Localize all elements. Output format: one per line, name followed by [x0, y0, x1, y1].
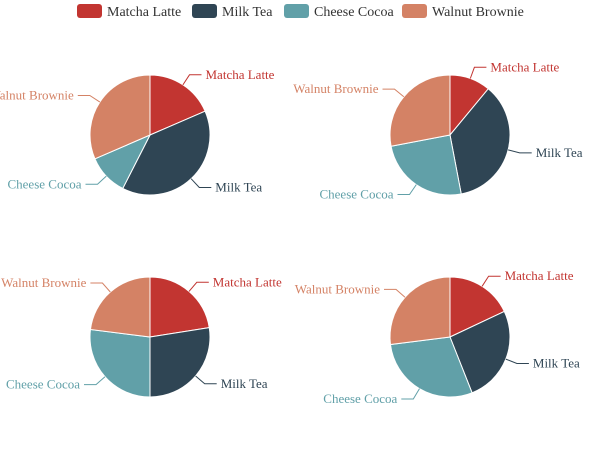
label-line-walnut-brownie [382, 88, 405, 98]
pie-chart-2: Matcha Latte Milk Tea Cheese Cocoa Walnut B… [293, 59, 583, 201]
label-line-cheese-cocoa [401, 388, 420, 400]
legend-item-cheese-cocoa[interactable]: Cheese Cocoa [284, 4, 394, 20]
pie-chart-3: Matcha Latte Milk Tea Cheese Cocoa Walnut B… [1, 274, 282, 398]
pie-slice-walnut-brownie[interactable] [89, 74, 151, 160]
label-line-walnut-brownie [77, 95, 101, 103]
label-line-cheese-cocoa [397, 184, 417, 195]
pie-slice-matcha-latte[interactable] [449, 276, 505, 338]
pie-slice-cheese-cocoa[interactable] [89, 328, 151, 398]
legend: Matcha Latte Milk Tea Cheese Cocoa Walnut B… [77, 4, 524, 20]
legend-swatch [402, 4, 427, 18]
slice-label-walnut-brownie: Walnut Brownie [293, 81, 378, 96]
slice-label-walnut-brownie: Walnut Brownie [295, 281, 380, 296]
legend-swatch [192, 4, 217, 18]
legend-item-matcha-latte[interactable]: Matcha Latte [77, 4, 181, 20]
label-line-milk-tea [195, 375, 217, 385]
pie-slice-milk-tea[interactable] [122, 110, 211, 196]
slice-label-milk-tea: Milk Tea [215, 180, 262, 195]
legend-item-milk-tea[interactable]: Milk Tea [192, 4, 273, 20]
label-line-cheese-cocoa [84, 376, 106, 386]
slice-label-matcha-latte: Matcha Latte [505, 268, 574, 283]
slice-label-cheese-cocoa: Cheese Cocoa [323, 391, 397, 406]
pie-slice-walnut-brownie[interactable] [389, 74, 451, 147]
pie-slice-matcha-latte[interactable] [149, 74, 206, 136]
legend-item-walnut-brownie[interactable]: Walnut Brownie [402, 4, 524, 20]
slice-label-walnut-brownie: Walnut Brownie [1, 275, 86, 290]
pies: Matcha Latte Milk Tea Cheese Cocoa Walnut B… [0, 59, 583, 406]
pie-slice-walnut-brownie[interactable] [389, 276, 451, 346]
legend-swatch [284, 4, 309, 18]
pie-slice-walnut-brownie[interactable] [89, 276, 151, 338]
label-line-matcha-latte [481, 275, 501, 287]
slice-label-matcha-latte: Matcha Latte [206, 67, 275, 82]
label-line-milk-tea [505, 358, 529, 364]
slice-label-matcha-latte: Matcha Latte [490, 59, 559, 74]
legend-label: Walnut Brownie [432, 5, 524, 20]
pie-slice-cheese-cocoa[interactable] [390, 134, 462, 196]
pie-slice-matcha-latte[interactable] [149, 276, 210, 338]
legend-label: Cheese Cocoa [314, 5, 394, 20]
pie-slice-milk-tea[interactable] [149, 327, 211, 398]
legend-label: Milk Tea [222, 5, 273, 20]
pie-chart-4: Matcha Latte Milk Tea Cheese Cocoa Walnut B… [295, 268, 580, 406]
label-line-matcha-latte [469, 66, 487, 79]
slice-label-milk-tea: Milk Tea [533, 356, 580, 371]
pie-slice-milk-tea[interactable] [449, 310, 511, 394]
label-line-cheese-cocoa [85, 175, 107, 185]
slice-label-walnut-brownie: Walnut Brownie [0, 88, 74, 103]
pie-chart-1: Matcha Latte Milk Tea Cheese Cocoa Walnut B… [0, 67, 275, 196]
label-line-matcha-latte [182, 74, 202, 86]
slice-label-cheese-cocoa: Cheese Cocoa [7, 176, 81, 191]
label-line-matcha-latte [188, 281, 209, 292]
legend-swatch [77, 4, 102, 18]
slice-label-cheese-cocoa: Cheese Cocoa [319, 187, 393, 202]
label-line-walnut-brownie [384, 288, 406, 298]
legend-label: Matcha Latte [107, 5, 181, 20]
slice-label-cheese-cocoa: Cheese Cocoa [6, 377, 80, 392]
label-line-milk-tea [190, 178, 212, 188]
label-line-milk-tea [507, 149, 532, 154]
slice-label-milk-tea: Milk Tea [536, 145, 583, 160]
pie-slice-cheese-cocoa[interactable] [389, 336, 473, 398]
slice-label-matcha-latte: Matcha Latte [213, 274, 282, 289]
label-line-walnut-brownie [90, 282, 111, 293]
slice-label-milk-tea: Milk Tea [221, 376, 268, 391]
